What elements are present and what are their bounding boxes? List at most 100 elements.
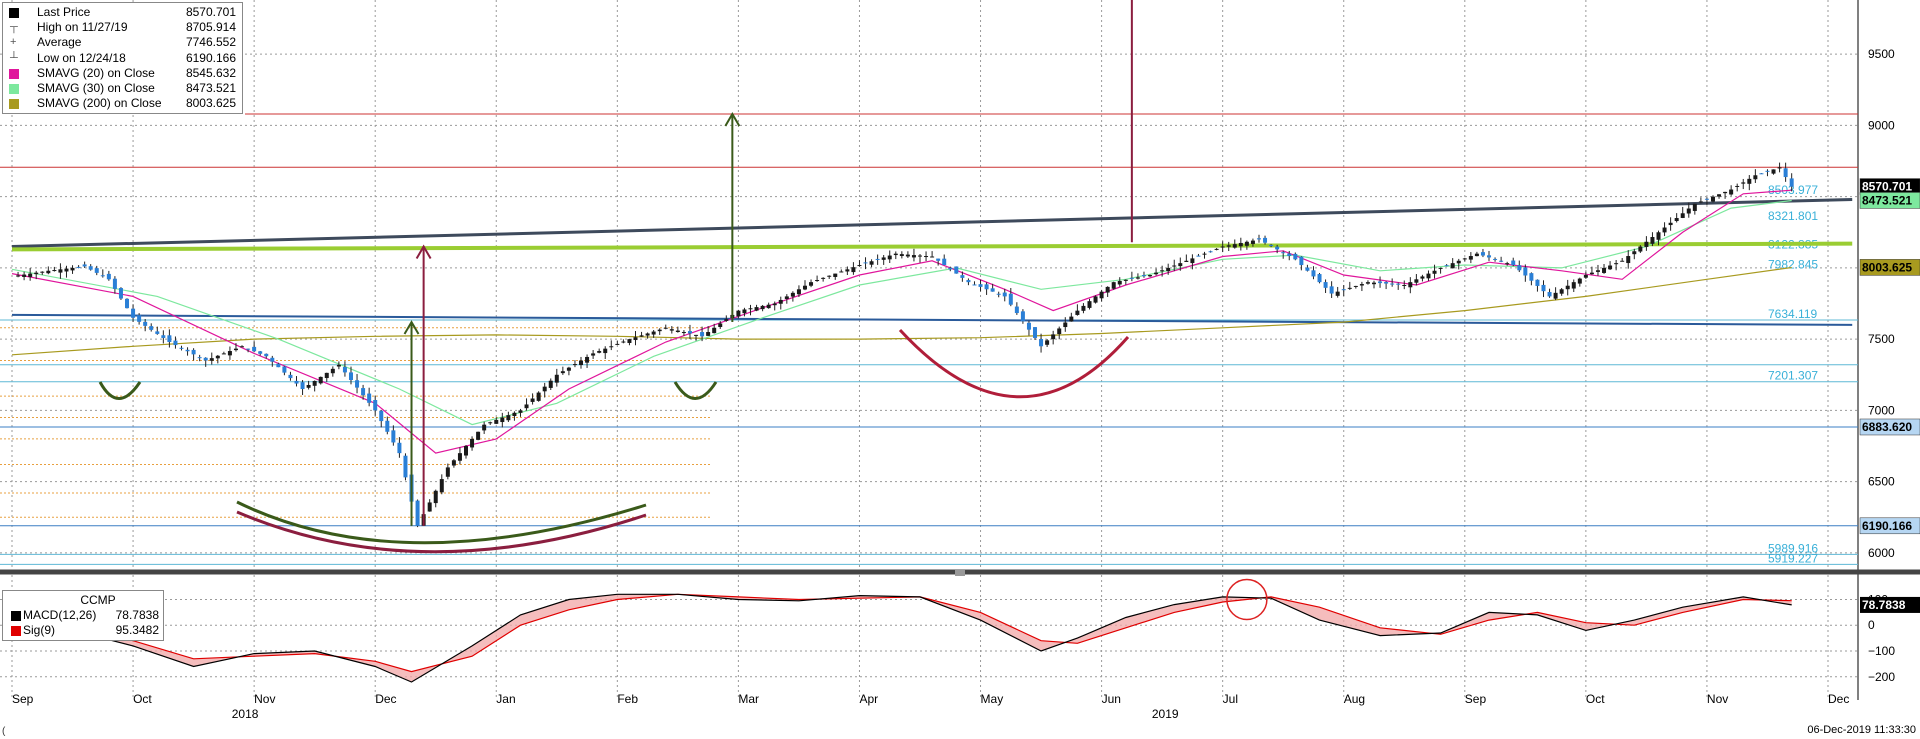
candle-body bbox=[1650, 237, 1655, 244]
candle-body bbox=[1674, 218, 1679, 222]
candle-body bbox=[300, 382, 305, 390]
level-label: 7982.845 bbox=[1768, 257, 1818, 271]
sma200-line bbox=[11, 266, 1792, 356]
candle-body bbox=[924, 256, 929, 258]
candle-body bbox=[1723, 191, 1728, 194]
legend-swatch bbox=[9, 83, 19, 94]
candle-body bbox=[1359, 284, 1364, 286]
candle-body bbox=[1710, 196, 1715, 202]
candle-body bbox=[1305, 267, 1310, 271]
candle-body bbox=[875, 258, 880, 260]
candle-body bbox=[936, 258, 941, 261]
candle-body bbox=[209, 358, 214, 361]
candle-body bbox=[276, 363, 281, 368]
candle-body bbox=[1129, 277, 1134, 279]
candle-body bbox=[1698, 201, 1703, 203]
y-tick-label: 6000 bbox=[1868, 546, 1895, 560]
candle-body bbox=[1668, 222, 1673, 226]
candle-body bbox=[1468, 256, 1473, 260]
candle-body bbox=[548, 380, 553, 388]
price-tag bbox=[1859, 192, 1920, 209]
candle-body bbox=[76, 266, 81, 268]
panel-divider-handle bbox=[955, 570, 965, 576]
candle-body bbox=[179, 347, 184, 349]
candle-body bbox=[155, 331, 160, 334]
legend-row: ┴ Low on 12/24/18 6190.166 bbox=[3, 51, 242, 66]
candle-body bbox=[506, 415, 511, 421]
candle-body bbox=[1026, 322, 1031, 330]
candle-body bbox=[1450, 263, 1455, 269]
candle-body bbox=[161, 335, 166, 338]
candle-body bbox=[1614, 263, 1619, 265]
x-month-label: Jan bbox=[496, 692, 515, 706]
candle-body bbox=[106, 273, 111, 280]
macd-line bbox=[11, 593, 1792, 683]
candle-body bbox=[1081, 305, 1086, 311]
candle-body bbox=[1135, 277, 1140, 279]
high-icon: ┬ bbox=[10, 21, 18, 34]
candle-body bbox=[28, 273, 33, 277]
candle-body bbox=[560, 371, 565, 374]
candle-body bbox=[16, 275, 21, 277]
candle-body bbox=[1123, 279, 1128, 281]
candle-body bbox=[1323, 282, 1328, 288]
trendline bbox=[11, 241, 1853, 252]
level-label: 8503.977 bbox=[1768, 183, 1818, 197]
candle-body bbox=[282, 366, 287, 373]
candle-body bbox=[609, 346, 614, 348]
candle-body bbox=[591, 353, 596, 356]
candle-body bbox=[1523, 267, 1528, 276]
candle-body bbox=[149, 326, 154, 330]
candle-body bbox=[851, 267, 856, 273]
candle-body bbox=[1099, 291, 1104, 299]
candle-body bbox=[355, 380, 360, 388]
candle-body bbox=[1638, 246, 1643, 252]
legend-label: SMAVG (30) on Close bbox=[37, 80, 155, 95]
candle-body bbox=[1087, 301, 1092, 308]
candle-body bbox=[681, 332, 686, 334]
candle-body bbox=[464, 446, 468, 456]
x-month-label: Oct bbox=[133, 692, 152, 706]
legend-label: Low on 12/24/18 bbox=[37, 50, 126, 65]
candle-body bbox=[790, 292, 795, 297]
level-label: 7201.307 bbox=[1768, 369, 1818, 383]
timestamp: 06-Dec-2019 11:33:30 bbox=[1807, 724, 1916, 736]
candle-body bbox=[324, 372, 329, 379]
candle-body bbox=[996, 293, 1001, 295]
candle-body bbox=[1281, 252, 1286, 254]
candle-body bbox=[1535, 279, 1540, 286]
candle-body bbox=[536, 392, 541, 401]
candle-body bbox=[542, 386, 547, 392]
candle-body bbox=[972, 284, 977, 286]
candle-body bbox=[306, 384, 311, 388]
candle-body bbox=[137, 315, 142, 322]
x-month-label: Feb bbox=[617, 692, 638, 706]
level-label: 7634.119 bbox=[1768, 307, 1817, 321]
x-month-label: Mar bbox=[738, 692, 759, 706]
candle-body bbox=[1396, 283, 1401, 285]
candle-body bbox=[1408, 282, 1413, 288]
candle-body bbox=[1250, 240, 1255, 244]
candle-body bbox=[246, 348, 251, 350]
candle-body bbox=[391, 430, 396, 443]
candle-body bbox=[270, 357, 275, 362]
candle-body bbox=[1353, 285, 1358, 287]
candle-body bbox=[1747, 178, 1752, 184]
candle-body bbox=[1432, 270, 1437, 274]
x-month-label: Dec bbox=[1828, 692, 1849, 706]
candle-body bbox=[687, 331, 692, 334]
candle-body bbox=[1372, 282, 1376, 285]
legend-row: ┬ High on 11/27/19 8705.914 bbox=[3, 20, 242, 35]
candle-body bbox=[1608, 265, 1613, 270]
candle-body bbox=[1341, 289, 1346, 291]
candle-body bbox=[1232, 244, 1237, 248]
candle-body bbox=[1335, 291, 1340, 296]
candle-body bbox=[918, 255, 922, 257]
cup-annotation bbox=[98, 381, 142, 400]
y-tick-label: 7500 bbox=[1868, 332, 1895, 346]
candle-body bbox=[978, 284, 983, 287]
candle-body bbox=[887, 255, 892, 260]
candle-body bbox=[621, 341, 626, 343]
macd-legend-row-sig: Sig(9) 95.3482 bbox=[3, 623, 163, 638]
